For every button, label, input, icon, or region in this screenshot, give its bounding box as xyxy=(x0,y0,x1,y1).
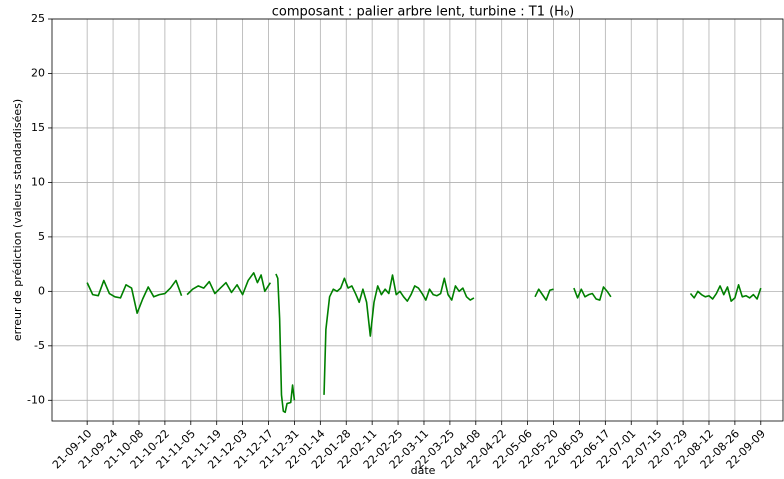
y-tick-label: -5 xyxy=(34,339,45,352)
data-line xyxy=(86,272,762,414)
x-axis-label: date xyxy=(411,464,436,477)
y-axis-label: erreur de prédiction (valeurs standardis… xyxy=(11,99,24,341)
y-tick-label: 15 xyxy=(31,121,45,134)
y-tick-label: 10 xyxy=(31,175,45,188)
y-tick-label: 0 xyxy=(38,284,45,297)
y-tick-label: 5 xyxy=(38,230,45,243)
y-tick-label: 20 xyxy=(31,66,45,79)
chart-title: composant : palier arbre lent, turbine :… xyxy=(272,5,574,20)
plot-frame xyxy=(51,18,784,422)
y-tick-label: 25 xyxy=(31,12,45,25)
y-tick-label: -10 xyxy=(27,393,45,406)
